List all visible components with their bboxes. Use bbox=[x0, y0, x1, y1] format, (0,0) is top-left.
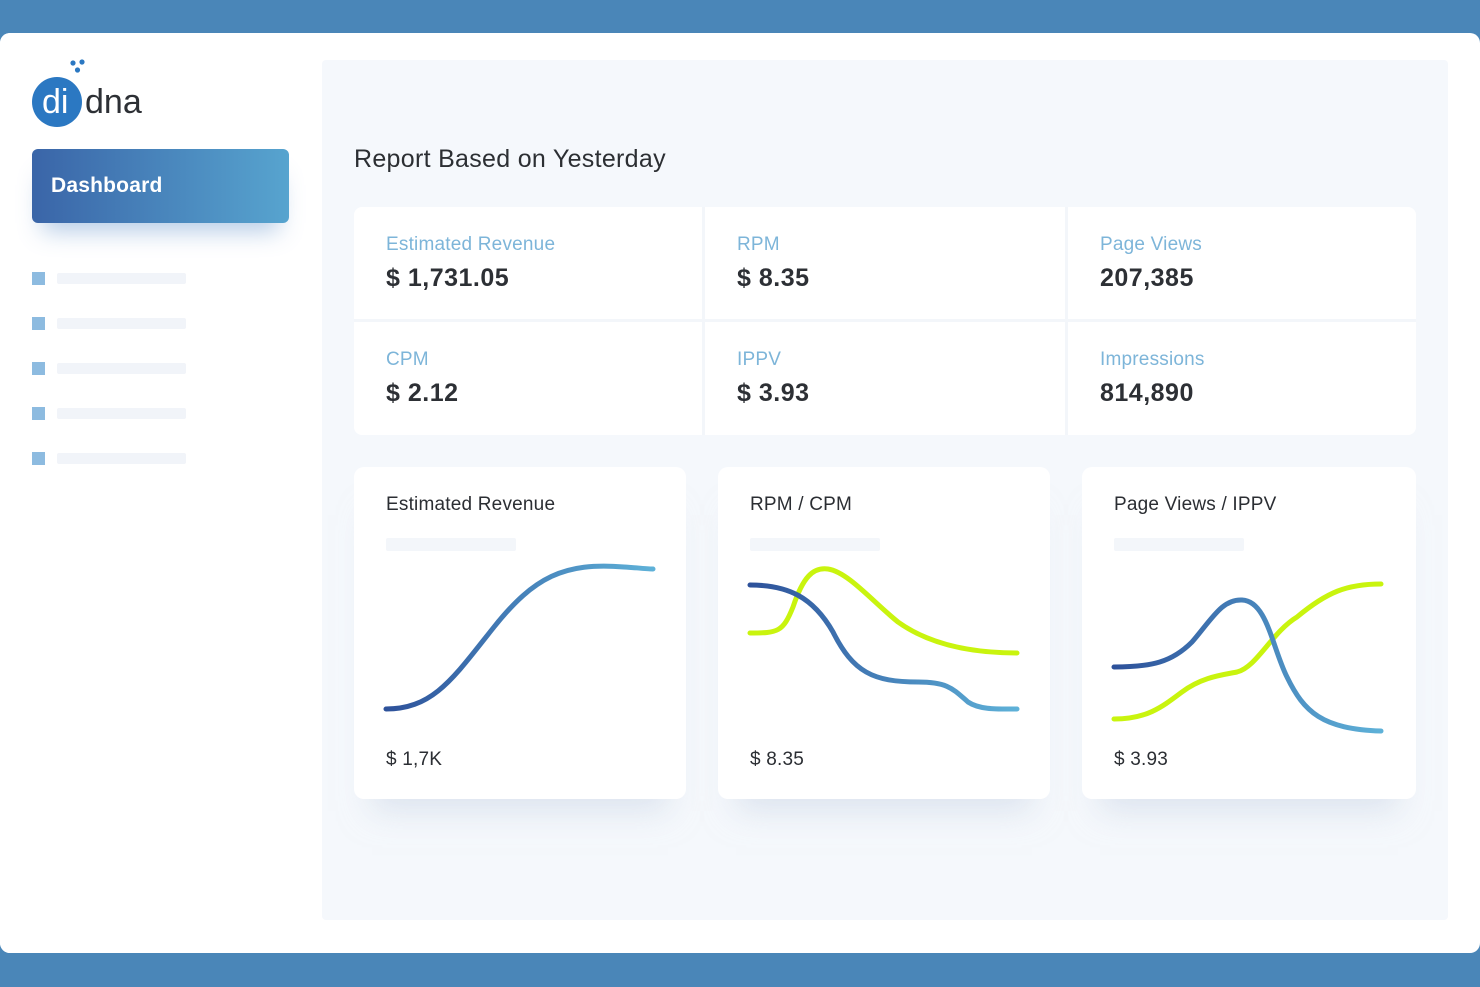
metric-value: $ 1,731.05 bbox=[386, 264, 510, 292]
sidebar-item-label: Dashboard bbox=[51, 174, 163, 197]
metric-ippv: IPPV $ 3.93 bbox=[737, 349, 810, 408]
logo-circle bbox=[32, 77, 82, 127]
card-value: $ 1,7K bbox=[386, 749, 443, 770]
card-title: RPM / CPM bbox=[750, 494, 853, 515]
logo-text-left: di bbox=[42, 83, 68, 121]
card-subtitle-skeleton bbox=[750, 538, 880, 551]
card-subtitle-skeleton bbox=[386, 538, 516, 551]
card-value: $ 3.93 bbox=[1114, 749, 1169, 770]
sidebar-item-placeholder[interactable] bbox=[32, 272, 192, 286]
metrics-panel: Estimated Revenue $ 1,731.05 RPM $ 8.35 … bbox=[354, 207, 1416, 435]
sidebar-item-skeleton bbox=[57, 363, 186, 374]
sidebar-item-placeholder[interactable] bbox=[32, 407, 192, 421]
sidebar-item-placeholder[interactable] bbox=[32, 452, 192, 466]
sidebar-bullet-icon bbox=[32, 452, 45, 465]
metrics-divider bbox=[354, 319, 1416, 322]
metric-value: 207,385 bbox=[1100, 264, 1194, 292]
metric-estimated-revenue: Estimated Revenue $ 1,731.05 bbox=[386, 234, 555, 293]
main-content: Report Based on Yesterday Estimated Reve… bbox=[322, 60, 1448, 920]
card-subtitle-skeleton bbox=[1114, 538, 1244, 551]
cpm-line bbox=[747, 566, 1020, 656]
metric-value: $ 3.93 bbox=[737, 379, 810, 407]
sidebar-item-skeleton bbox=[57, 453, 186, 464]
rpm-line bbox=[747, 582, 1020, 712]
sidebar-item-placeholder[interactable] bbox=[32, 362, 192, 376]
sidebar-item-dashboard[interactable]: Dashboard bbox=[32, 149, 289, 223]
revenue-sparkline bbox=[383, 563, 656, 712]
card-title: Page Views / IPPV bbox=[1114, 494, 1277, 515]
card-page-views-ippv[interactable]: Page Views / IPPV $ 3.93 bbox=[1082, 467, 1416, 799]
metric-label: Estimated Revenue bbox=[386, 234, 556, 255]
metric-label: RPM bbox=[737, 234, 780, 255]
metric-label: Page Views bbox=[1100, 234, 1202, 255]
metric-value: 814,890 bbox=[1100, 379, 1194, 407]
card-value: $ 8.35 bbox=[750, 749, 805, 770]
card-title: Estimated Revenue bbox=[386, 494, 556, 515]
sidebar-item-skeleton bbox=[57, 408, 186, 419]
logo-dot-1 bbox=[70, 60, 76, 66]
metric-impressions: Impressions 814,890 bbox=[1100, 349, 1205, 408]
page-title: Report Based on Yesterday bbox=[354, 145, 666, 173]
metric-label: IPPV bbox=[737, 349, 782, 370]
logo-text-right: dna bbox=[85, 83, 142, 121]
metric-label: Impressions bbox=[1100, 349, 1205, 370]
metric-rpm: RPM $ 8.35 bbox=[737, 234, 810, 293]
metric-value: $ 8.35 bbox=[737, 264, 810, 292]
page-views-ippv-sparkline bbox=[1111, 581, 1384, 734]
rpm-cpm-sparkline bbox=[747, 566, 1020, 712]
sidebar-bullet-icon bbox=[32, 362, 45, 375]
didna-logo[interactable]: di dna bbox=[32, 55, 162, 127]
card-estimated-revenue[interactable]: Estimated Revenue $ 1,7K bbox=[354, 467, 686, 799]
revenue-line bbox=[383, 563, 656, 712]
logo-dot-2 bbox=[79, 59, 85, 65]
sidebar-item-skeleton bbox=[57, 318, 186, 329]
sidebar-item-skeleton bbox=[57, 273, 186, 284]
metric-cpm: CPM $ 2.12 bbox=[386, 349, 459, 408]
sidebar-bullet-icon bbox=[32, 317, 45, 330]
card-rpm-cpm[interactable]: RPM / CPM $ 8.35 bbox=[718, 467, 1050, 799]
metric-label: CPM bbox=[386, 349, 429, 370]
metric-value: $ 2.12 bbox=[386, 379, 459, 407]
sidebar-item-placeholder[interactable] bbox=[32, 317, 192, 331]
metric-page-views: Page Views 207,385 bbox=[1100, 234, 1202, 293]
page-views-line bbox=[1111, 597, 1384, 734]
logo-dot-3 bbox=[74, 67, 81, 73]
sidebar-bullet-icon bbox=[32, 272, 45, 285]
app-window: di dna Dashboard Report Based o bbox=[0, 33, 1480, 953]
sidebar: di dna Dashboard bbox=[0, 33, 320, 953]
ippv-line bbox=[1111, 581, 1384, 722]
sidebar-bullet-icon bbox=[32, 407, 45, 420]
